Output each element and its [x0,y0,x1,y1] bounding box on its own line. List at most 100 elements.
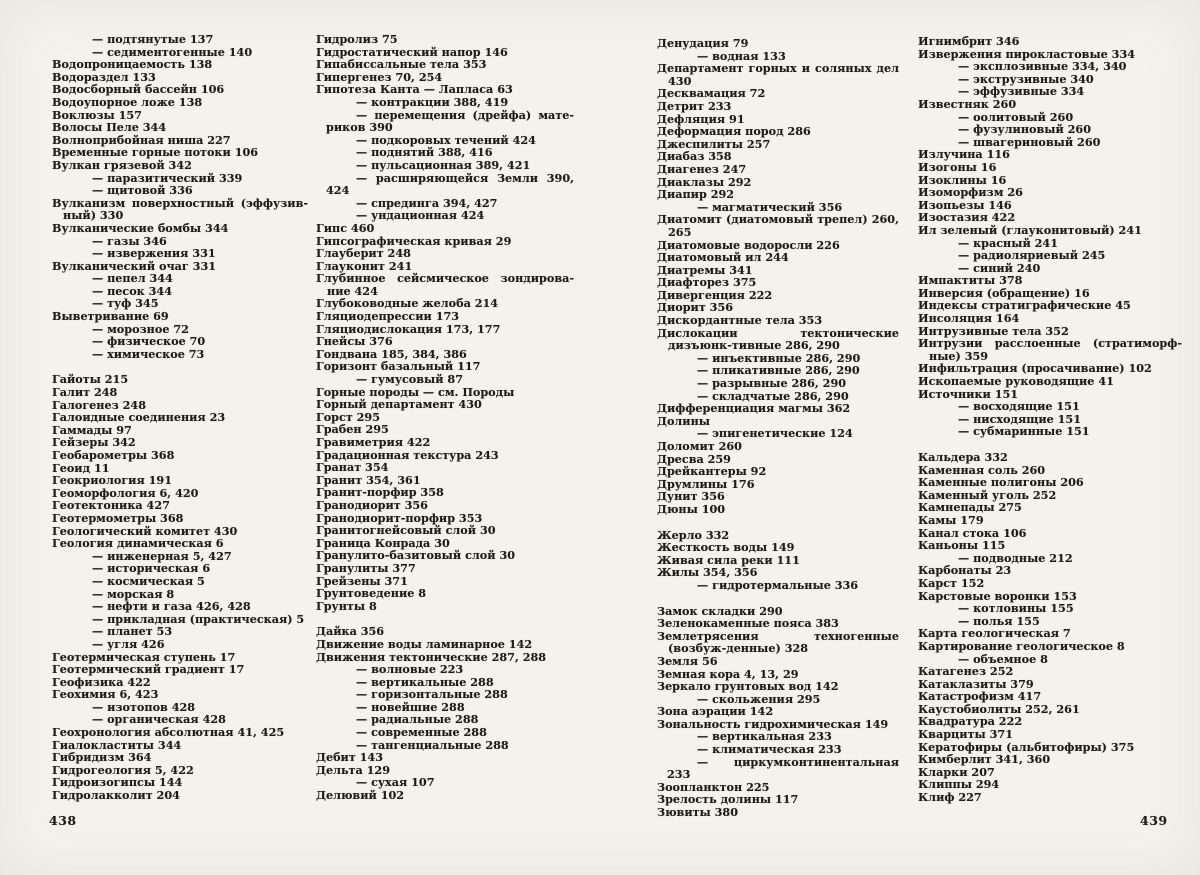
index-entry: Гидрогеология 5, 422 [52,762,194,777]
index-entry: Каменные полигоны 206 [918,475,1084,490]
index-entry: Дислокации тектонические дизъюнк-тивные … [657,325,899,353]
index-entry: Импактиты 378 [918,273,1023,288]
index-entry: Грунты 8 [316,598,377,613]
index-entry: Кварциты 371 [918,727,1013,742]
index-entry: Галоидные соединения 23 [52,410,226,425]
index-subentry: — восходящие 151 [958,399,1080,414]
index-subentry: — климатическая 233 [697,742,842,757]
index-subentry: — перемещения (дрейфа) мате-риков 390 [326,107,574,135]
index-entry: Гидроизогипсы 144 [52,775,183,790]
index-subentry: — седиментогенные 140 [92,44,253,59]
index-entry: Горст 295 [316,409,381,424]
index-entry: Гранат 354 [316,460,389,475]
index-subentry: — щитовой 336 [92,183,193,198]
index-subentry: — пульсационная 389, 421 [356,157,531,172]
index-entry: Выветривание 69 [52,309,169,324]
index-entry: Дефляция 91 [657,111,745,126]
index-entry: Каустобиолиты 252, 261 [918,701,1080,716]
index-subentry: — морозное 72 [92,321,189,336]
index-subentry: — химическое 73 [92,346,205,361]
index-entry: Клиппы 294 [918,777,1000,792]
index-subentry: — синий 240 [958,260,1041,275]
index-entry: Горные породы — см. Породы [316,384,515,399]
index-entry: Волосы Пеле 344 [52,120,167,135]
index-entry: Катагенез 252 [918,664,1014,679]
index-entry: Деформация пород 286 [657,124,811,139]
index-entry: Гранулито-базитовый слой 30 [316,548,516,563]
index-entry: Геоид 11 [52,460,110,475]
index-entry: Грунтоведение 8 [316,586,427,601]
index-subentry: — радиальные 288 [356,712,479,727]
index-subentry: — эксплозивные 334, 340 [958,59,1127,74]
index-entry: Каньоны 115 [918,538,1006,553]
index-subentry: — инъективные 286, 290 [697,350,861,365]
index-entry: Каменная соль 260 [918,462,1046,477]
index-entry: Инсоляция 164 [918,311,1020,326]
index-subentry: — эффузивные 334 [958,84,1085,99]
index-entry: Геотермический градиент 17 [52,662,245,677]
index-entry: Жерло 332 [657,527,730,542]
index-entry: Вулканический очаг 331 [52,258,217,273]
index-subentry: — физическое 70 [92,334,206,349]
index-subentry: — котловины 155 [958,601,1074,616]
index-entry: Гипсографическая кривая 29 [316,233,512,248]
index-entry: Ископаемые руководящие 41 [918,374,1114,389]
index-entry: Клиф 227 [918,790,982,805]
index-entry: Зрелость долины 117 [657,792,799,807]
index-entry: Глубинное сейсмическое зондирова-ние 424 [316,271,574,298]
index-entry: Квадратура 222 [918,714,1023,729]
index-entry: Геотермометры 368 [52,510,184,525]
index-entry: Гаммады 97 [52,422,132,437]
index-entry: Горный департамент 430 [316,397,482,412]
index-entry: Гранулиты 377 [316,560,416,575]
index-entry: Карстовые воронки 153 [918,588,1077,603]
index-subentry: — газы 346 [92,233,167,248]
index-subentry: — изотопов 428 [92,699,196,714]
index-entry: Землетрясения техногенные (возбуж-денные… [657,628,899,656]
index-subentry: — вертикальная 233 [697,729,832,744]
index-entry: Интрузии расслоенные (стратиморф-ные) 35… [918,336,1182,363]
index-entry: Гипотеза Канта — Лапласа 63 [316,82,513,97]
index-entry: Диатомовые водоросли 226 [657,237,840,252]
index-subentry: — историческая 6 [92,561,211,576]
index-entry: Департамент горных и соляных дел 430 [657,61,899,88]
index-entry: Гидролакколит 204 [52,788,180,803]
index-subentry: — водная 133 [697,48,786,63]
index-entry: Каменный уголь 252 [918,487,1057,502]
index-entry: Друмлины 176 [657,476,755,491]
index-column-left-2: Гидролиз 75 Гидростатический напор 146 Гип… [316,33,574,802]
index-column-right-2: Игнимбрит 346 Извержения пирокластовые 33… [918,35,1182,804]
index-entry: Жилы 354, 356 [657,565,758,580]
index-subentry: — швагериновый 260 [958,134,1101,149]
index-subentry: — угля 426 [92,636,165,651]
index-entry: Известняк 260 [918,96,1017,111]
index-subentry: — разрывные 286, 290 [697,376,847,391]
index-subentry: — пликативные 286, 290 [697,363,860,378]
index-entry: Галит 248 [52,385,118,400]
index-subentry: — объемное 8 [958,651,1048,666]
index-entry: Геохимия 6, 423 [52,687,159,702]
index-subentry: — пепел 344 [92,271,173,286]
index-entry: Гранит-порфир 358 [316,485,444,500]
index-entry: Дискордантные тела 353 [657,313,823,328]
index-subentry: — радиоляриевый 245 [958,248,1106,263]
index-entry: Изогоны 16 [918,159,997,174]
index-entry: Гиалокластиты 344 [52,737,182,752]
index-entry: Гнейсы 376 [316,334,393,349]
index-entry: Жесткость воды 149 [657,540,795,555]
index-subentry: — субмаринные 151 [958,424,1090,439]
index-subentry: — фузулиновый 260 [958,122,1092,137]
index-entry: Инверсия (обращение) 16 [918,285,1090,300]
index-entry: Грейзены 371 [316,573,408,588]
index-entry: Карта геологическая 7 [918,626,1071,641]
index-entry: Диорит 356 [657,300,734,315]
index-entry: Дюны 100 [657,501,726,516]
index-entry: Детрит 233 [657,98,732,113]
index-entry: Гидролиз 75 [316,32,398,46]
index-entry: Гравиметрия 422 [316,435,431,449]
index-entry: Джеспилиты 257 [657,136,771,151]
index-subentry: — сухая 107 [356,775,435,790]
index-entry: Ил зеленый (глауконитовый) 241 [918,222,1142,237]
index-subentry: — спрединга 394, 427 [356,195,498,210]
